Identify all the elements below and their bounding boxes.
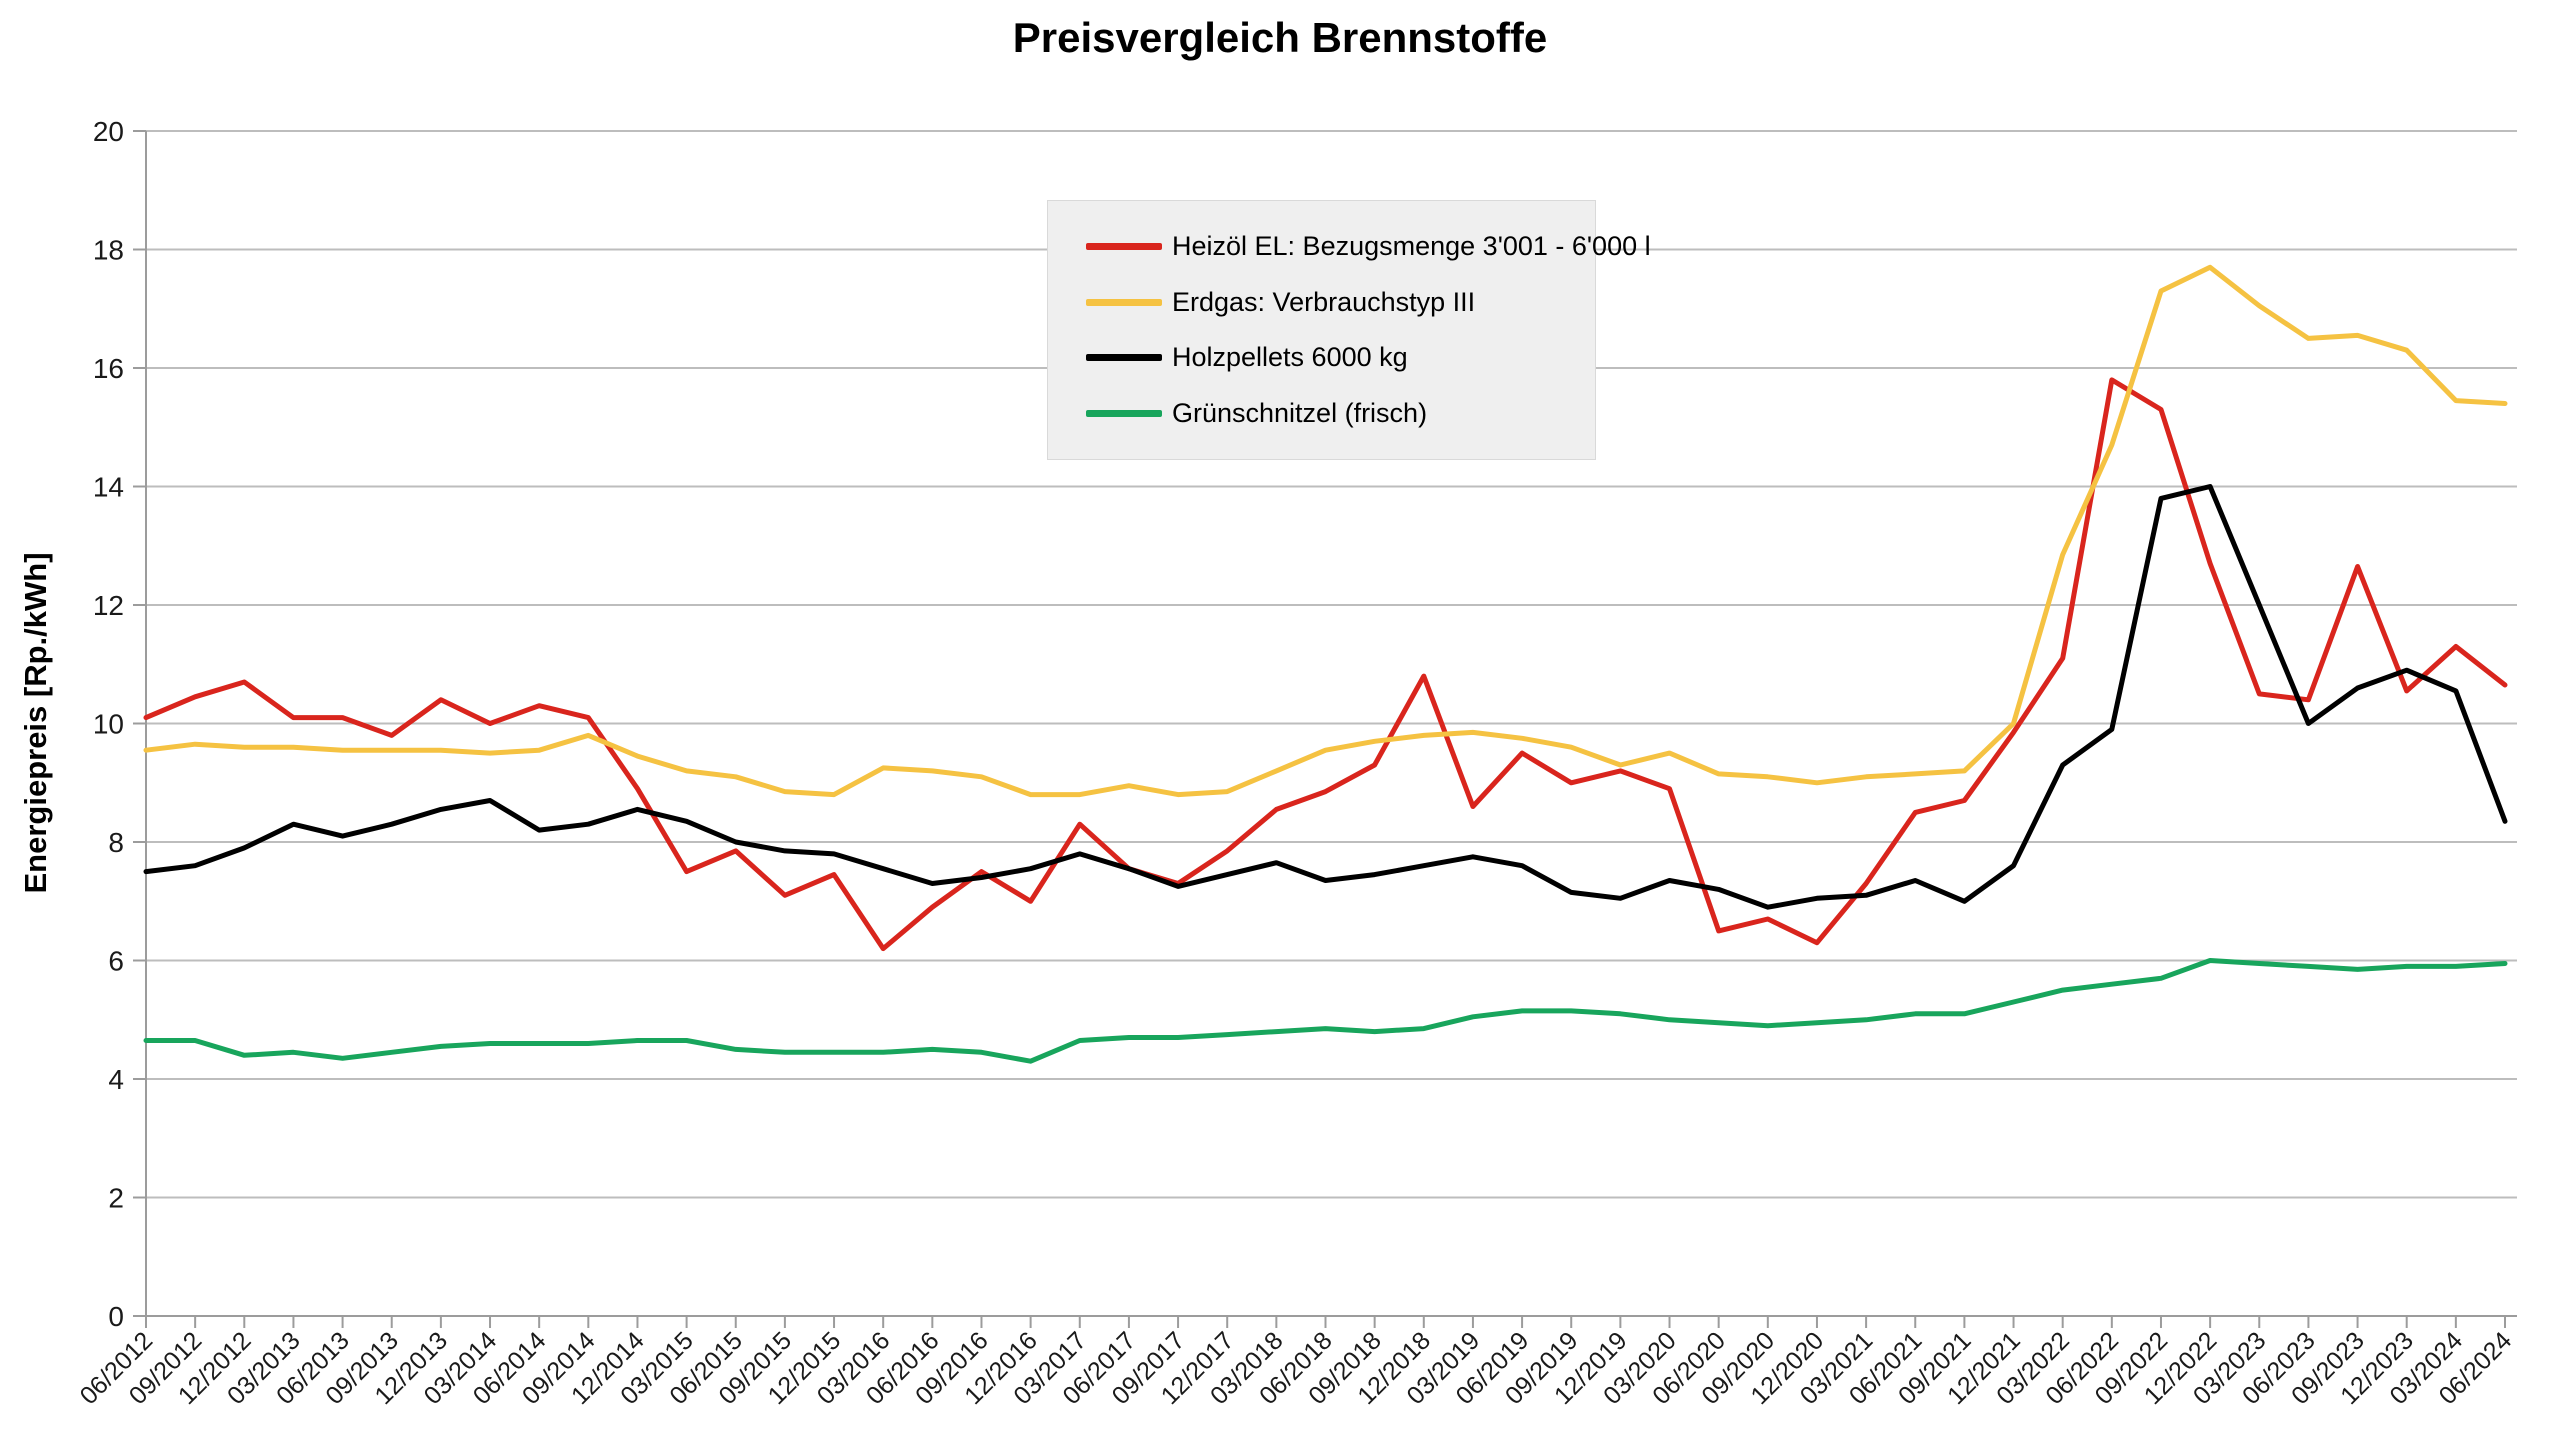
y-tick-label: 18 [93,235,124,266]
y-tick-label: 0 [108,1301,124,1332]
legend-swatch-icon [1086,409,1162,417]
legend-label: Holzpellets 6000 kg [1172,342,1408,373]
legend-item: Holzpellets 6000 kg [1086,338,1595,378]
y-tick-label: 12 [93,590,124,621]
legend-label: Erdgas: Verbrauchstyp III [1172,286,1476,317]
legend-item: Heizöl EL: Bezugsmenge 3'001 - 6'000 l [1086,227,1651,267]
chart-title: Preisvergleich Brennstoffe [1012,14,1548,61]
axes [133,130,2517,1328]
y-tick-label: 10 [93,709,124,740]
y-tick-label: 16 [93,353,124,384]
gridlines [146,130,2517,1199]
y-tick-label: 6 [108,946,124,977]
y-tick-label: 14 [93,472,124,503]
y-tick-label: 4 [108,1064,124,1095]
series-line [143,958,2508,1064]
legend-swatch-icon [1086,354,1162,362]
y-tick-label: 2 [108,1183,124,1214]
legend: Heizöl EL: Bezugsmenge 3'001 - 6'000 l Er… [1047,200,1651,460]
legend-item: Grünschnitzel (frisch) [1086,393,1595,433]
series-lines [143,264,2508,1064]
y-tick-label: 20 [93,116,124,147]
y-axis-tick-labels: 0 2 4 6 8 10 12 14 16 18 20 [93,116,124,1332]
legend-label: Grünschnitzel (frisch) [1172,397,1428,428]
y-axis-title: Energiepreis [Rp./kWh] [18,552,53,893]
y-tick-label: 8 [108,827,124,858]
legend-swatch-icon [1086,243,1162,251]
series-line [143,484,2508,910]
legend-label: Heizöl EL: Bezugsmenge 3'001 - 6'000 l [1172,231,1651,262]
series-line [143,377,2508,952]
series-line [143,264,2508,798]
x-axis-tick-labels: 06/201209/201212/201203/201306/201309/20… [75,1326,2518,1410]
legend-item: Erdgas: Verbrauchstyp III [1086,282,1595,322]
legend-swatch-icon [1086,298,1162,306]
